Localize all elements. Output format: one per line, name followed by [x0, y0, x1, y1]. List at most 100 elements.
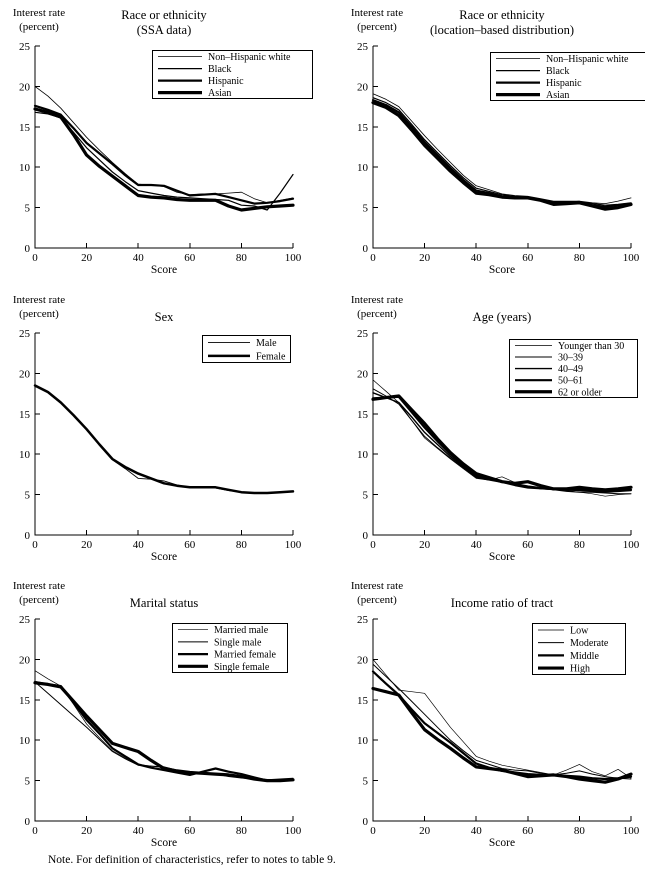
x-axis-label: Score: [151, 837, 177, 849]
x-tick-label: 0: [32, 252, 38, 264]
legend-label-female: Female: [256, 351, 286, 362]
chart-panel-marital: Marital status Interest rate (percent) 0 5 10…: [0, 573, 330, 860]
legend-box: [532, 623, 626, 675]
chart-title: (location–based distribution): [430, 23, 574, 37]
x-axis-label: Score: [151, 551, 177, 563]
y-tick-label: 10: [19, 162, 31, 174]
x-tick-label: 20: [81, 252, 93, 264]
legend-label-high: High: [570, 664, 590, 675]
legend-label-asian: Asian: [208, 88, 231, 99]
y-tick-label: 10: [19, 735, 31, 747]
legend-label-asian: Asian: [546, 90, 569, 101]
legend-label-black: Black: [208, 64, 231, 75]
y-tick-label: 5: [363, 203, 369, 215]
y-tick-label: 20: [357, 654, 369, 666]
x-tick-label: 60: [184, 825, 196, 837]
series-line-62-or-older: [371, 394, 633, 492]
series-line-asian: [33, 107, 295, 212]
series-line-moderate: [372, 663, 632, 780]
chart-panel-race-ssa: Race or ethnicity (SSA data) Interest rate…: [0, 0, 330, 287]
legend-label-non-hispanic-white: Non–Hispanic white: [208, 52, 291, 63]
legend-label-moderate: Moderate: [570, 638, 609, 649]
y-tick-label: 10: [357, 449, 369, 461]
legend-box: [152, 50, 313, 99]
legend-label-younger-than-30: Younger than 30: [558, 341, 624, 352]
chart-panel-race-location: Race or ethnicity (location–based distrib…: [338, 0, 645, 287]
y-tick-label: 20: [19, 368, 31, 380]
y-tick-label: 5: [25, 776, 31, 788]
legend-label-low: Low: [570, 625, 589, 636]
y-tick-label: 25: [19, 41, 31, 53]
series-line-hispanic: [371, 98, 633, 208]
y-tick-label: 0: [363, 243, 369, 255]
y-tick-label: 20: [357, 368, 369, 380]
y-axis-label: Interest rate: [13, 580, 65, 592]
y-tick-label: 15: [357, 409, 369, 421]
x-tick-label: 0: [370, 539, 376, 551]
series-line-30-39: [372, 388, 632, 495]
chart-age: Age (years) Interest rate (percent) 0 5 10 15 2…: [351, 294, 640, 563]
y-tick-label: 5: [25, 490, 31, 502]
x-tick-label: 80: [236, 539, 248, 551]
series-line-low: [372, 659, 632, 779]
x-axis-label: Score: [489, 551, 515, 563]
chart-panel-age: Age (years) Interest rate (percent) 0 5 10 15 2…: [338, 287, 645, 574]
x-tick-label: 100: [623, 252, 640, 264]
x-tick-label: 20: [419, 825, 431, 837]
series-line-asian: [371, 100, 633, 211]
y-tick-label: 25: [357, 614, 369, 626]
series-line-black: [372, 97, 632, 206]
y-tick-label: 10: [357, 735, 369, 747]
x-tick-label: 100: [623, 539, 640, 551]
series-line-high: [371, 686, 633, 784]
x-tick-label: 0: [370, 252, 376, 264]
x-axis-label: Score: [489, 837, 515, 849]
chart-panel-sex: Sex Interest rate (percent) 0 5 10 15 20 25 0 20 40…: [0, 287, 330, 574]
figure-note: Note. For definition of characteristics,…: [48, 854, 336, 866]
y-tick-label: 25: [19, 328, 31, 340]
x-tick-label: 40: [471, 252, 483, 264]
y-tick-label: 25: [357, 41, 369, 53]
x-axis-label: Score: [151, 264, 177, 276]
series-line-single-female: [33, 681, 295, 783]
x-tick-label: 20: [419, 252, 431, 264]
x-tick-label: 20: [81, 825, 93, 837]
y-tick-label: 0: [25, 530, 31, 542]
y-axis-label: Interest rate: [351, 294, 403, 306]
y-axis-label: (percent): [357, 308, 397, 320]
legend-box: [202, 335, 291, 363]
y-tick-label: 0: [25, 243, 31, 255]
chart-title: Sex: [155, 310, 175, 324]
chart-title: Income ratio of tract: [451, 596, 554, 610]
x-tick-label: 80: [574, 539, 586, 551]
y-tick-label: 15: [19, 695, 31, 707]
x-tick-label: 100: [285, 825, 302, 837]
y-axis-label: (percent): [19, 308, 59, 320]
y-axis-label: Interest rate: [351, 580, 403, 592]
legend-label-single-female: Single female: [214, 662, 270, 673]
y-axis-label: Interest rate: [13, 294, 65, 306]
chart-race-ssa: Race or ethnicity(SSA data) Interest rate…: [13, 7, 313, 276]
legend-label-married-male: Married male: [214, 625, 269, 636]
y-tick-label: 15: [357, 122, 369, 134]
y-tick-label: 20: [357, 81, 369, 93]
x-tick-label: 60: [522, 252, 534, 264]
x-tick-label: 80: [574, 252, 586, 264]
chart-marital: Marital status Interest rate (percent) 0 5 10…: [13, 580, 302, 849]
legend-label-middle: Middle: [570, 651, 599, 662]
x-tick-label: 0: [32, 539, 38, 551]
series-line-non-hispanic-white: [372, 93, 632, 205]
chart-sex: Sex Interest rate (percent) 0 5 10 15 20 25 0 20 40…: [13, 294, 302, 563]
y-tick-label: 0: [363, 816, 369, 828]
y-axis-label: (percent): [19, 21, 59, 33]
y-tick-label: 15: [357, 695, 369, 707]
y-tick-label: 5: [25, 203, 31, 215]
x-tick-label: 20: [81, 539, 93, 551]
chart-title: Race or ethnicity: [121, 8, 207, 22]
x-tick-label: 100: [285, 539, 302, 551]
y-tick-label: 15: [19, 122, 31, 134]
chart-title: Marital status: [130, 596, 199, 610]
legend-label-male: Male: [256, 338, 277, 349]
chart-title: Age (years): [473, 310, 532, 324]
